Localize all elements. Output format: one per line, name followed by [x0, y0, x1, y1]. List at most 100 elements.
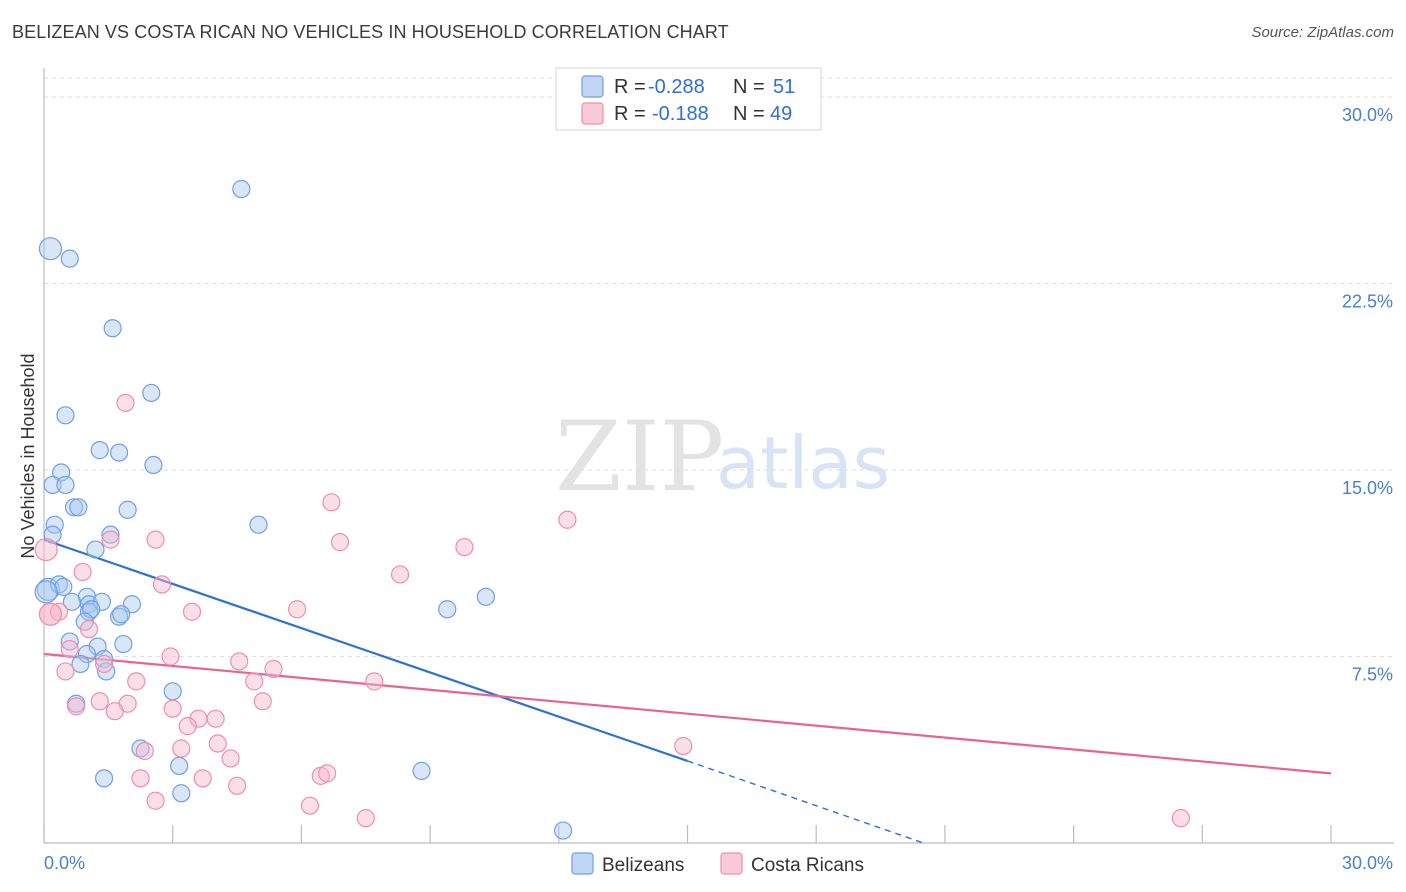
point-costa-ricans	[264, 659, 283, 679]
point-costa-ricans	[208, 734, 227, 753]
y-tick-label: 30.0%	[1342, 105, 1393, 125]
point-costa-ricans	[221, 749, 240, 768]
point-costa-ricans	[34, 537, 58, 562]
point-costa-ricans	[227, 776, 247, 795]
point-costa-ricans	[318, 764, 337, 783]
legend-r-label-costa-ricans: R =	[614, 103, 646, 125]
legend: R = -0.288 N = 51 R = -0.188 N = 49	[555, 67, 822, 131]
point-costa-ricans	[674, 736, 693, 756]
point-costa-ricans	[79, 620, 99, 639]
point-belizeans	[109, 443, 129, 462]
point-costa-ricans	[116, 393, 135, 412]
point-costa-ricans	[172, 739, 191, 758]
point-costa-ricans	[135, 741, 154, 761]
point-costa-ricans	[230, 652, 249, 671]
legend-swatch-belizeans	[581, 75, 604, 98]
point-belizeans	[92, 592, 112, 611]
point-belizeans	[142, 383, 161, 403]
bottom-legend: Belizeans Costa Ricans	[571, 852, 864, 876]
point-belizeans	[112, 605, 131, 624]
point-belizeans	[170, 756, 189, 776]
bottom-legend-label-belizeans: Belizeans	[602, 855, 684, 876]
point-belizeans	[412, 761, 431, 780]
point-belizeans	[476, 587, 495, 606]
point-belizeans	[38, 237, 63, 261]
point-costa-ricans	[67, 697, 86, 716]
point-costa-ricans	[193, 769, 212, 788]
trend-lines	[43, 538, 1332, 844]
point-costa-ricans	[356, 809, 375, 828]
point-belizeans	[109, 607, 129, 626]
point-belizeans	[249, 515, 268, 534]
trend-line-belizeans	[43, 538, 688, 762]
source-label: Source: ZipAtlas.com	[1251, 24, 1394, 41]
legend-n-value-belizeans: 51	[773, 76, 795, 98]
legend-n-label-costa-ricans: N =	[733, 103, 765, 125]
point-belizeans	[60, 632, 79, 651]
point-belizeans	[69, 498, 88, 517]
point-costa-ricans	[127, 672, 146, 691]
point-belizeans	[438, 600, 457, 619]
point-costa-ricans	[161, 647, 180, 666]
point-costa-ricans	[90, 692, 109, 711]
point-belizeans	[94, 769, 114, 788]
point-belizeans	[118, 500, 137, 519]
data-points	[34, 179, 1190, 840]
point-costa-ricans	[1171, 809, 1190, 828]
bottom-legend-swatch-costa-ricans	[720, 852, 743, 875]
point-costa-ricans	[330, 533, 350, 552]
point-costa-ricans	[455, 537, 474, 557]
point-costa-ricans	[288, 600, 307, 619]
point-belizeans	[553, 821, 573, 840]
point-costa-ricans	[206, 709, 225, 728]
x-tick-label: 0.0%	[44, 853, 85, 873]
point-belizeans	[56, 406, 75, 425]
point-belizeans	[172, 784, 191, 803]
point-belizeans	[54, 577, 73, 596]
watermark-atlas: atlas	[716, 421, 890, 505]
point-belizeans	[144, 455, 163, 475]
point-belizeans	[103, 319, 122, 338]
point-costa-ricans	[56, 662, 75, 681]
point-costa-ricans	[182, 602, 202, 621]
legend-n-value-costa-ricans: 49	[770, 103, 792, 125]
point-costa-ricans	[131, 769, 150, 788]
point-belizeans	[77, 644, 97, 664]
bottom-legend-label-costa-ricans: Costa Ricans	[751, 855, 864, 876]
point-costa-ricans	[558, 510, 577, 529]
point-costa-ricans	[245, 672, 264, 691]
point-costa-ricans	[178, 717, 197, 736]
legend-r-value-costa-ricans: -0.188	[652, 103, 709, 125]
chart-title: BELIZEAN VS COSTA RICAN NO VEHICLES IN H…	[12, 22, 729, 42]
trend-line-extension-belizeans	[687, 760, 924, 844]
point-belizeans	[43, 475, 62, 495]
point-costa-ricans	[101, 530, 120, 549]
point-costa-ricans	[253, 692, 272, 711]
point-costa-ricans	[146, 791, 165, 810]
point-belizeans	[97, 662, 116, 681]
legend-n-label-belizeans: N =	[733, 76, 765, 98]
point-belizeans	[34, 580, 58, 604]
point-costa-ricans	[105, 702, 124, 721]
y-tick-label: 22.5%	[1342, 292, 1393, 312]
point-costa-ricans	[163, 699, 182, 718]
y-tick-label: 7.5%	[1352, 665, 1393, 685]
axes: 7.5% 15.0% 22.5% 30.0% 0.0% 30.0%	[43, 68, 1394, 873]
point-belizeans	[60, 249, 79, 268]
point-belizeans	[114, 634, 133, 654]
point-belizeans	[64, 498, 84, 517]
bottom-legend-swatch-belizeans	[571, 852, 594, 875]
grid-lines	[44, 77, 1394, 657]
point-costa-ricans	[146, 530, 165, 549]
point-costa-ricans	[152, 575, 172, 594]
point-belizeans	[163, 682, 182, 701]
point-belizeans	[232, 179, 251, 199]
y-axis-label: No Vehicles in Household	[18, 353, 38, 558]
legend-r-label-belizeans: R =	[614, 76, 646, 98]
point-belizeans	[90, 441, 109, 460]
watermark-zip: ZIP	[555, 401, 724, 513]
legend-r-value-belizeans: -0.288	[648, 76, 705, 98]
point-costa-ricans	[365, 672, 384, 691]
y-tick-label: 15.0%	[1342, 478, 1393, 498]
